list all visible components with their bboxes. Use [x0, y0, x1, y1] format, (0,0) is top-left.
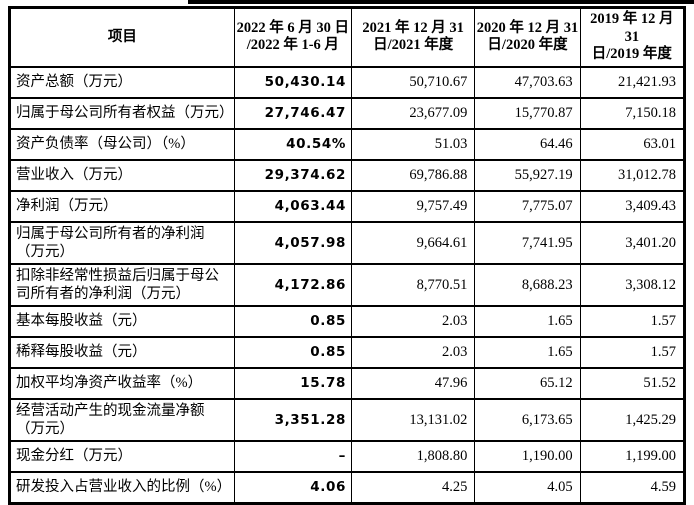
row-label: 归属于母公司所有者的净利润（万元） [9, 221, 235, 264]
value-2019: 7,150.18 [579, 97, 686, 129]
value-2021: 13,131.02 [350, 398, 476, 441]
value-2021: 8,770.51 [350, 263, 476, 306]
value-2019: 63.01 [579, 128, 686, 160]
value-2021: 51.03 [350, 128, 476, 160]
value-2020: 8,688.23 [474, 263, 581, 306]
value-2022: 4.06 [233, 471, 353, 504]
table-row: 研发投入占营业收入的比例（%） 4.06 4.25 4.05 4.59 [9, 471, 686, 504]
value-2021: 4.25 [350, 471, 476, 504]
column-header-2019: 2019 年 12 月 31 日/2019 年度 [579, 7, 686, 67]
value-2019: 1,199.00 [579, 440, 686, 472]
value-2021: 69,786.88 [350, 159, 476, 191]
value-2019: 1.57 [579, 305, 686, 337]
table-row: 加权平均净资产收益率（%） 15.78 47.96 65.12 51.52 [9, 367, 686, 399]
value-2020: 65.12 [474, 367, 581, 399]
value-2020: 15,770.87 [474, 97, 581, 129]
value-2020: 7,775.07 [474, 190, 581, 222]
column-header-2021: 2021 年 12 月 31 日/2021 年度 [350, 7, 476, 67]
column-header-item-label: 项目 [107, 28, 137, 45]
value-2019: 21,421.93 [579, 66, 686, 98]
row-label: 归属于母公司所有者权益（万元） [9, 97, 235, 129]
row-label: 净利润（万元） [9, 190, 235, 222]
column-header-2020: 2020 年 12 月 31 日/2020 年度 [474, 7, 581, 67]
table-row: 归属于母公司所有者权益（万元） 27,746.47 23,677.09 15,7… [9, 97, 686, 129]
column-header-2020-line2: 日/2020 年度 [487, 37, 568, 54]
value-2022: 40.54% [233, 128, 353, 160]
value-2019: 31,012.78 [579, 159, 686, 191]
column-header-2021-line2: 日/2021 年度 [373, 37, 454, 54]
value-2022: 0.85 [233, 305, 353, 337]
value-2021: 23,677.09 [350, 97, 476, 129]
column-header-2020-line1: 2020 年 12 月 31 [476, 19, 579, 36]
row-label: 现金分红（万元） [9, 440, 235, 472]
value-2020: 7,741.95 [474, 221, 581, 264]
value-2022: – [233, 440, 353, 472]
table-row: 经营活动产生的现金流量净额（万元） 3,351.28 13,131.02 6,1… [9, 398, 686, 441]
value-2020: 1.65 [474, 305, 581, 337]
header-row: 项目 2022 年 6 月 30 日 /2022 年 1-6 月 2021 年 … [9, 7, 686, 67]
column-header-item: 项目 [9, 7, 235, 67]
value-2020: 1,190.00 [474, 440, 581, 472]
financial-summary-table: 项目 2022 年 6 月 30 日 /2022 年 1-6 月 2021 年 … [8, 6, 686, 505]
table-row: 基本每股收益（元） 0.85 2.03 1.65 1.57 [9, 305, 686, 337]
column-header-2022-line2: /2022 年 1-6 月 [246, 37, 339, 54]
row-label: 基本每股收益（元） [9, 305, 235, 337]
table-row: 扣除非经常性损益后归属于母公司所有者的净利润（万元） 4,172.86 8,77… [9, 263, 686, 306]
value-2021: 50,710.67 [350, 66, 476, 98]
row-label: 经营活动产生的现金流量净额（万元） [9, 398, 235, 441]
table-row: 净利润（万元） 4,063.44 9,757.49 7,775.07 3,409… [9, 190, 686, 222]
value-2021: 1,808.80 [350, 440, 476, 472]
value-2019: 3,308.12 [579, 263, 686, 306]
value-2022: 50,430.14 [233, 66, 353, 98]
column-header-2022: 2022 年 6 月 30 日 /2022 年 1-6 月 [233, 7, 353, 67]
value-2020: 55,927.19 [474, 159, 581, 191]
value-2020: 1.65 [474, 336, 581, 368]
row-label: 营业收入（万元） [9, 159, 235, 191]
table-row: 现金分红（万元） – 1,808.80 1,190.00 1,199.00 [9, 440, 686, 472]
table-row: 资产负债率（母公司）（%） 40.54% 51.03 64.46 63.01 [9, 128, 686, 160]
row-label: 稀释每股收益（元） [9, 336, 235, 368]
value-2022: 4,057.98 [233, 221, 353, 264]
column-header-2021-line1: 2021 年 12 月 31 [362, 19, 464, 36]
table-row: 资产总额（万元） 50,430.14 50,710.67 47,703.63 2… [9, 66, 686, 98]
value-2022: 15.78 [233, 367, 353, 399]
page-top-rule [188, 0, 694, 4]
value-2019: 1,425.29 [579, 398, 686, 441]
value-2022: 3,351.28 [233, 398, 353, 441]
table-row: 归属于母公司所有者的净利润（万元） 4,057.98 9,664.61 7,74… [9, 221, 686, 264]
value-2019: 4.59 [579, 471, 686, 504]
table-row: 营业收入（万元） 29,374.62 69,786.88 55,927.19 3… [9, 159, 686, 191]
value-2022: 4,172.86 [233, 263, 353, 306]
row-label: 资产总额（万元） [9, 66, 235, 98]
value-2022: 29,374.62 [233, 159, 353, 191]
value-2019: 3,409.43 [579, 190, 686, 222]
column-header-2019-line1: 2019 年 12 月 31 [590, 11, 674, 45]
value-2020: 4.05 [474, 471, 581, 504]
value-2022: 27,746.47 [233, 97, 353, 129]
value-2022: 0.85 [233, 336, 353, 368]
value-2021: 2.03 [350, 336, 476, 368]
value-2021: 2.03 [350, 305, 476, 337]
row-label: 扣除非经常性损益后归属于母公司所有者的净利润（万元） [9, 263, 235, 306]
row-label: 加权平均净资产收益率（%） [9, 367, 235, 399]
value-2020: 47,703.63 [474, 66, 581, 98]
value-2019: 51.52 [579, 367, 686, 399]
value-2021: 9,664.61 [350, 221, 476, 264]
column-header-2019-line2: 日/2019 年度 [591, 46, 672, 62]
value-2019: 1.57 [579, 336, 686, 368]
value-2021: 9,757.49 [350, 190, 476, 222]
value-2020: 6,173.65 [474, 398, 581, 441]
value-2021: 47.96 [350, 367, 476, 399]
table-body: 资产总额（万元） 50,430.14 50,710.67 47,703.63 2… [9, 66, 686, 504]
row-label: 资产负债率（母公司）（%） [9, 128, 235, 160]
row-label: 研发投入占营业收入的比例（%） [9, 471, 235, 504]
table-row: 稀释每股收益（元） 0.85 2.03 1.65 1.57 [9, 336, 686, 368]
value-2020: 64.46 [474, 128, 581, 160]
value-2019: 3,401.20 [579, 221, 686, 264]
value-2022: 4,063.44 [233, 190, 353, 222]
column-header-2022-line1: 2022 年 6 月 30 日 [236, 19, 350, 36]
